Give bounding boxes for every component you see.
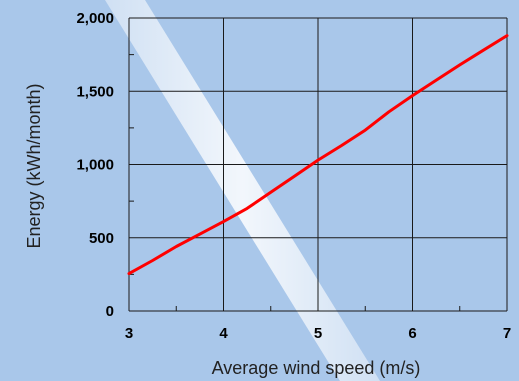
light-beam-decoration — [105, 0, 380, 381]
series-layer — [127, 34, 509, 276]
y-tick-label-3: 1,500 — [76, 83, 114, 100]
x-tick-label-3: 6 — [408, 325, 416, 342]
x-tick-label-4: 7 — [503, 325, 511, 342]
x-tick-label-2: 5 — [314, 325, 322, 342]
x-tick-label-0: 3 — [125, 325, 133, 342]
y-axis-title: Energy (kWh/month) — [24, 83, 44, 248]
tick-labels: 3 4 5 6 7 0 500 1,000 1,500 2,000 — [76, 10, 511, 342]
y-tick-label-2: 1,000 — [76, 157, 114, 174]
y-tick-label-0: 0 — [106, 303, 114, 320]
x-tick-label-1: 4 — [219, 325, 228, 342]
y-tick-label-1: 500 — [89, 230, 114, 247]
x-axis-title: Average wind speed (m/s) — [212, 358, 421, 378]
series-line-0 — [127, 34, 509, 276]
y-tick-label-4: 2,000 — [76, 10, 114, 27]
